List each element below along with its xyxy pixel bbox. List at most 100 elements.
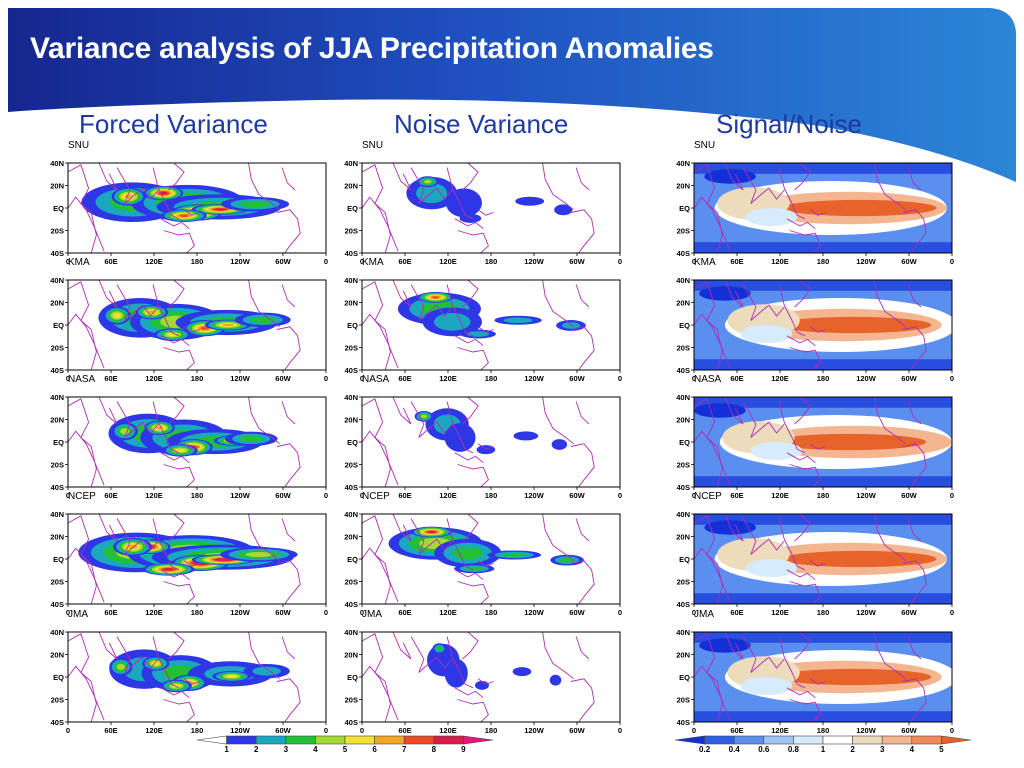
model-label: NCEP — [694, 491, 722, 502]
model-label: KMA — [694, 257, 716, 268]
coastline — [160, 569, 190, 581]
y-tick-label: 20N — [676, 651, 690, 660]
x-tick-label: 0 — [324, 257, 328, 266]
y-tick-label: 20N — [50, 182, 64, 191]
colorbar-swatch — [911, 735, 942, 745]
x-tick-label: 60E — [398, 608, 411, 617]
y-tick-label: EQ — [679, 204, 690, 213]
colorbar-label: 7 — [402, 745, 407, 754]
contour-blob — [147, 310, 156, 314]
coastline — [457, 230, 489, 253]
colorbar-label: 1 — [224, 745, 229, 754]
x-tick-label: 180 — [191, 257, 204, 266]
coastline — [276, 326, 301, 370]
colorbar-swatch — [852, 735, 883, 745]
coastline — [446, 518, 474, 571]
contour-blob — [512, 667, 532, 677]
coastline — [98, 514, 118, 542]
plot-contents — [68, 397, 301, 487]
coastline — [694, 313, 731, 369]
sn-region — [771, 433, 927, 451]
model-label: NCEP — [68, 491, 96, 502]
y-tick-label: 20S — [677, 696, 690, 705]
y-tick-label: 40S — [677, 483, 690, 492]
plot-area — [362, 397, 620, 487]
y-tick-label: 40N — [50, 159, 64, 168]
contour-blob — [200, 326, 210, 330]
coastline — [281, 401, 296, 425]
model-label: NASA — [362, 374, 390, 385]
x-tick-label: 60W — [901, 491, 917, 500]
x-tick-label: 120E — [771, 257, 789, 266]
coastline — [902, 560, 927, 604]
y-tick-label: 20S — [51, 461, 64, 470]
coastline — [168, 163, 185, 191]
contour-blob — [444, 658, 468, 688]
coastline — [276, 678, 301, 722]
x-tick-label: 180 — [485, 726, 498, 735]
coastline — [160, 687, 190, 699]
x-tick-label: 180 — [191, 491, 204, 500]
coastline — [542, 397, 574, 445]
y-tick-label: 40S — [345, 249, 358, 258]
coastline — [794, 632, 811, 660]
x-tick-label: 0 — [66, 374, 70, 383]
x-tick-label: 120W — [524, 726, 545, 735]
x-tick-label: 120W — [856, 257, 877, 266]
y-tick-label: 20S — [677, 344, 690, 353]
y-tick-label: 40N — [50, 393, 64, 402]
coastline — [362, 313, 399, 369]
coastline — [163, 699, 195, 722]
x-tick-label: 180 — [817, 608, 830, 617]
contour-blob — [218, 558, 230, 561]
plot-contents — [694, 514, 952, 604]
x-tick-label: 60W — [569, 257, 585, 266]
contour-blob — [549, 674, 562, 686]
map-panel-nasa-noise: NASA 40N 20N EQ 20S 40S 0 60E 120E 180 120W 60W 0 — [332, 374, 632, 500]
y-tick-label: 40N — [50, 628, 64, 637]
coastline — [462, 397, 479, 425]
coastline — [362, 547, 399, 603]
sn-north-band — [694, 632, 952, 643]
model-label: JMA — [362, 609, 382, 620]
map-panel-snu-sn: SNU 40N 20N EQ 20S 40S 0 60E 120E 180 120W 60W 0 — [664, 140, 964, 266]
model-label: NASA — [694, 374, 722, 385]
contour-blob — [214, 208, 226, 211]
coastline — [575, 636, 590, 660]
sn-region — [776, 668, 932, 686]
x-tick-label: 120E — [145, 726, 163, 735]
colorbar-label: 2 — [254, 745, 259, 754]
coastline — [362, 430, 399, 486]
coastline — [789, 230, 821, 253]
contour-blob — [554, 204, 573, 216]
x-tick-label: 180 — [817, 257, 830, 266]
coastline — [152, 518, 180, 571]
model-label: NCEP — [362, 491, 390, 502]
colorbar-swatch — [374, 735, 405, 745]
x-tick-label: 180 — [817, 491, 830, 500]
x-tick-label: 0 — [692, 374, 696, 383]
coastline — [160, 452, 190, 464]
coastline — [786, 569, 816, 581]
sn-south-band — [694, 359, 952, 370]
coastline — [281, 518, 296, 542]
x-tick-label: 0 — [66, 726, 70, 735]
coastline — [786, 452, 816, 464]
coastline — [778, 284, 806, 337]
x-tick-label: 120W — [230, 374, 251, 383]
y-tick-label: 40S — [677, 718, 690, 727]
map-panel-kma-forced: KMA 40N 20N EQ 20S 40S 0 60E 120E 180 120W 60W 0 — [38, 257, 338, 383]
coastline — [694, 665, 731, 721]
x-tick-label: 120E — [439, 491, 457, 500]
x-tick-label: 0 — [618, 257, 622, 266]
signal-noise-title: Signal/Noise — [716, 109, 862, 139]
coastline — [786, 687, 816, 699]
coastline — [410, 284, 453, 321]
colorbar-swatch — [881, 735, 913, 745]
contour-blob — [427, 530, 436, 534]
coastline — [794, 397, 811, 425]
coastline — [68, 430, 105, 486]
x-tick-label: 60E — [730, 608, 743, 617]
map-panel-kma-sn: KMA 40N 20N EQ 20S 40S 0 60E 120E 180 120W 60W 0 — [664, 257, 964, 383]
